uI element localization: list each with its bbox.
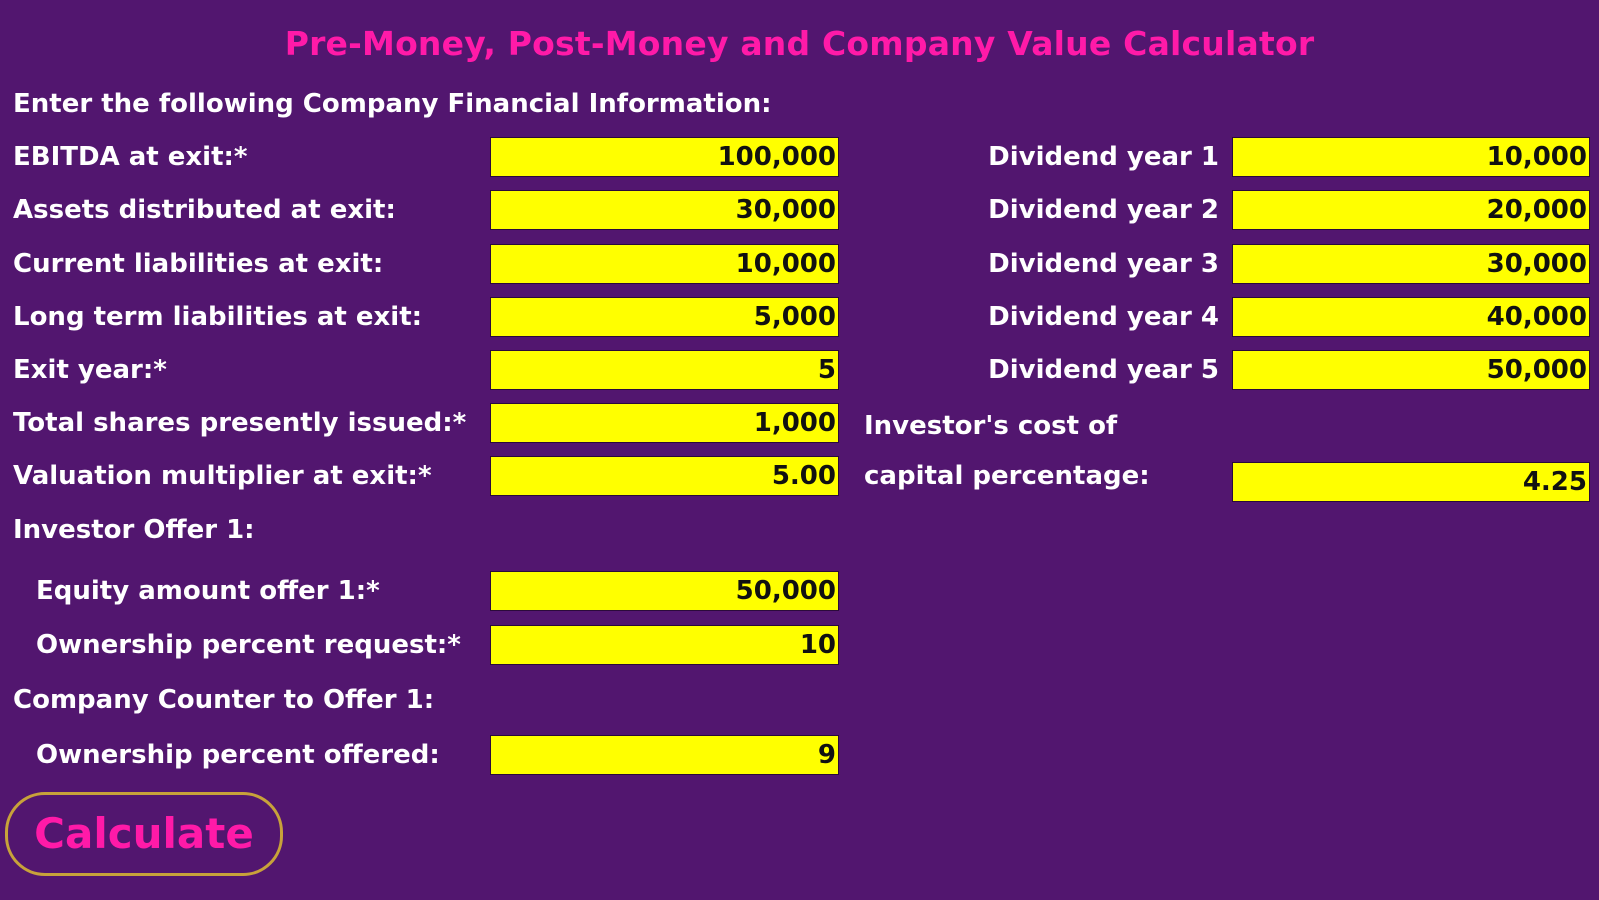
dividend-year-3-input[interactable] bbox=[1232, 244, 1590, 284]
dividend-year-3-label: Dividend year 3 bbox=[988, 249, 1219, 279]
dividend-year-2-input[interactable] bbox=[1232, 190, 1590, 230]
assets-label: Assets distributed at exit: bbox=[13, 195, 396, 225]
dividend-year-2-label: Dividend year 2 bbox=[988, 195, 1219, 225]
cost-of-capital-label-line1: Investor's cost of bbox=[864, 411, 1118, 441]
section-heading: Enter the following Company Financial In… bbox=[13, 89, 772, 119]
total-shares-label: Total shares presently issued:* bbox=[13, 408, 467, 438]
cost-of-capital-label-line2: capital percentage: bbox=[864, 461, 1150, 491]
dividend-year-4-label: Dividend year 4 bbox=[988, 302, 1219, 332]
current-liabilities-input[interactable] bbox=[490, 244, 839, 284]
cost-of-capital-input[interactable] bbox=[1232, 462, 1590, 502]
valuation-multiplier-input[interactable] bbox=[490, 456, 839, 496]
dividend-year-1-input[interactable] bbox=[1232, 137, 1590, 177]
equity-amount-input[interactable] bbox=[490, 571, 839, 611]
ownership-request-input[interactable] bbox=[490, 625, 839, 665]
page-title: Pre-Money, Post-Money and Company Value … bbox=[284, 24, 1315, 63]
ebitda-label: EBITDA at exit:* bbox=[13, 142, 248, 172]
investor-offer-heading: Investor Offer 1: bbox=[13, 515, 255, 545]
dividend-year-5-label: Dividend year 5 bbox=[988, 355, 1219, 385]
calculate-button[interactable]: Calculate bbox=[5, 792, 283, 876]
ownership-offered-input[interactable] bbox=[490, 735, 839, 775]
current-liabilities-label: Current liabilities at exit: bbox=[13, 249, 384, 279]
ebitda-input[interactable] bbox=[490, 137, 839, 177]
exit-year-input[interactable] bbox=[490, 350, 839, 390]
dividend-year-4-input[interactable] bbox=[1232, 297, 1590, 337]
long-term-liabilities-label: Long term liabilities at exit: bbox=[13, 302, 423, 332]
assets-input[interactable] bbox=[490, 190, 839, 230]
dividend-year-5-input[interactable] bbox=[1232, 350, 1590, 390]
ownership-request-label: Ownership percent request:* bbox=[36, 630, 461, 660]
long-term-liabilities-input[interactable] bbox=[490, 297, 839, 337]
dividend-year-1-label: Dividend year 1 bbox=[988, 142, 1219, 172]
company-counter-heading: Company Counter to Offer 1: bbox=[13, 685, 435, 715]
valuation-multiplier-label: Valuation multiplier at exit:* bbox=[13, 461, 432, 491]
exit-year-label: Exit year:* bbox=[13, 355, 167, 385]
ownership-offered-label: Ownership percent offered: bbox=[36, 740, 440, 770]
equity-amount-label: Equity amount offer 1:* bbox=[36, 576, 380, 606]
total-shares-input[interactable] bbox=[490, 403, 839, 443]
